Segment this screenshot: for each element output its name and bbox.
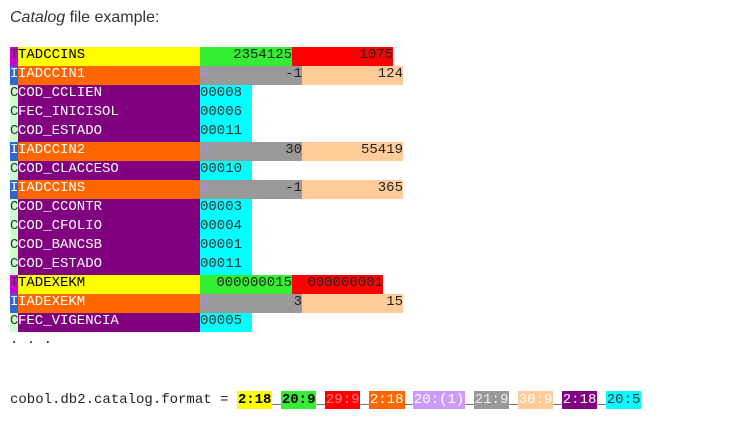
format-token: 29:9 [324,391,361,409]
row-name: IADCCIN2 [18,142,200,161]
col-cell: 00005 [200,313,252,332]
num-cell: 124 [302,66,403,85]
format-separator: _ [509,392,518,408]
row-prefix: C [10,161,18,180]
row-prefix: C [10,218,18,237]
format-separator: _ [597,392,606,408]
heading-italic: Catalog [10,9,66,26]
row-prefix: C [10,85,18,104]
row-name: TADCCINS [18,47,200,66]
seq-cell: 3 [212,294,302,313]
col-cell: 00011 [200,123,252,142]
col-cell: 00004 [200,218,252,237]
col-cell: 00010 [200,161,252,180]
num-cell: 55419 [302,142,403,161]
row-name: COD_ESTADO [18,256,200,275]
id-cell: 000000001 [292,275,383,294]
op-cell: D [200,180,212,199]
row-name: COD_ESTADO [18,123,200,142]
seq-cell: -1 [212,180,302,199]
row-name: COD_CLACCESO [18,161,200,180]
format-token: 20:9 [280,391,317,409]
row-prefix: I [10,66,18,85]
format-separator: _ [316,392,325,408]
count-cell: 000000015 [200,275,292,294]
row-prefix: I [10,294,18,313]
row-prefix: C [10,123,18,142]
format-separator: _ [553,392,562,408]
row-name: COD_CCONTR [18,199,200,218]
col-cell: 00003 [200,199,252,218]
row-name: COD_CCLIEN [18,85,200,104]
format-token: 2:18 [561,391,598,409]
heading: Catalog file example: [10,9,159,27]
row-name: IADEXEKM [18,294,200,313]
count-cell: 2354125 [200,47,292,66]
format-line: cobol.db2.catalog.format = 2:18_20:9_29:… [10,390,642,410]
row-name: IADCCIN1 [18,66,200,85]
row-name: TADEXEKM [18,275,200,294]
row-name: COD_BANCSB [18,237,200,256]
format-separator: _ [404,392,413,408]
format-key: cobol.db2.catalog.format = [10,392,237,408]
format-token: 20:(1) [412,391,466,409]
op-cell: U [200,294,212,313]
format-token: 30:9 [517,391,554,409]
row-prefix: C [10,104,18,123]
op-cell: U [200,142,212,161]
format-separator: _ [465,392,474,408]
row-prefix: C [10,199,18,218]
format-token: 2:18 [368,391,405,409]
row-name: COD_CFOLIO [18,218,200,237]
format-token: 21:9 [473,391,510,409]
format-separator: _ [272,392,281,408]
row-prefix: T [10,47,18,66]
format-separator: _ [360,392,369,408]
row-prefix: C [10,256,18,275]
row-prefix: T [10,275,18,294]
row-prefix: I [10,142,18,161]
seq-cell: -1 [212,66,302,85]
col-cell: 00008 [200,85,252,104]
row-prefix: C [10,313,18,332]
row-name: FEC_VIGENCIA [18,313,200,332]
op-cell: D [200,66,212,85]
num-cell: 365 [302,180,403,199]
col-cell: 00011 [200,256,252,275]
ellipsis: . . . [10,332,53,348]
format-token: 20:5 [605,391,642,409]
row-prefix: I [10,180,18,199]
row-prefix: C [10,237,18,256]
num-cell: 15 [302,294,403,313]
heading-text: file example: [65,9,160,26]
seq-cell: 30 [212,142,302,161]
col-cell: 00006 [200,104,252,123]
format-token: 2:18 [236,391,273,409]
col-cell: 00001 [200,237,252,256]
row-name: FEC_INICISOL [18,104,200,123]
row-name: IADCCINS [18,180,200,199]
id-cell: 1075 [292,47,393,66]
